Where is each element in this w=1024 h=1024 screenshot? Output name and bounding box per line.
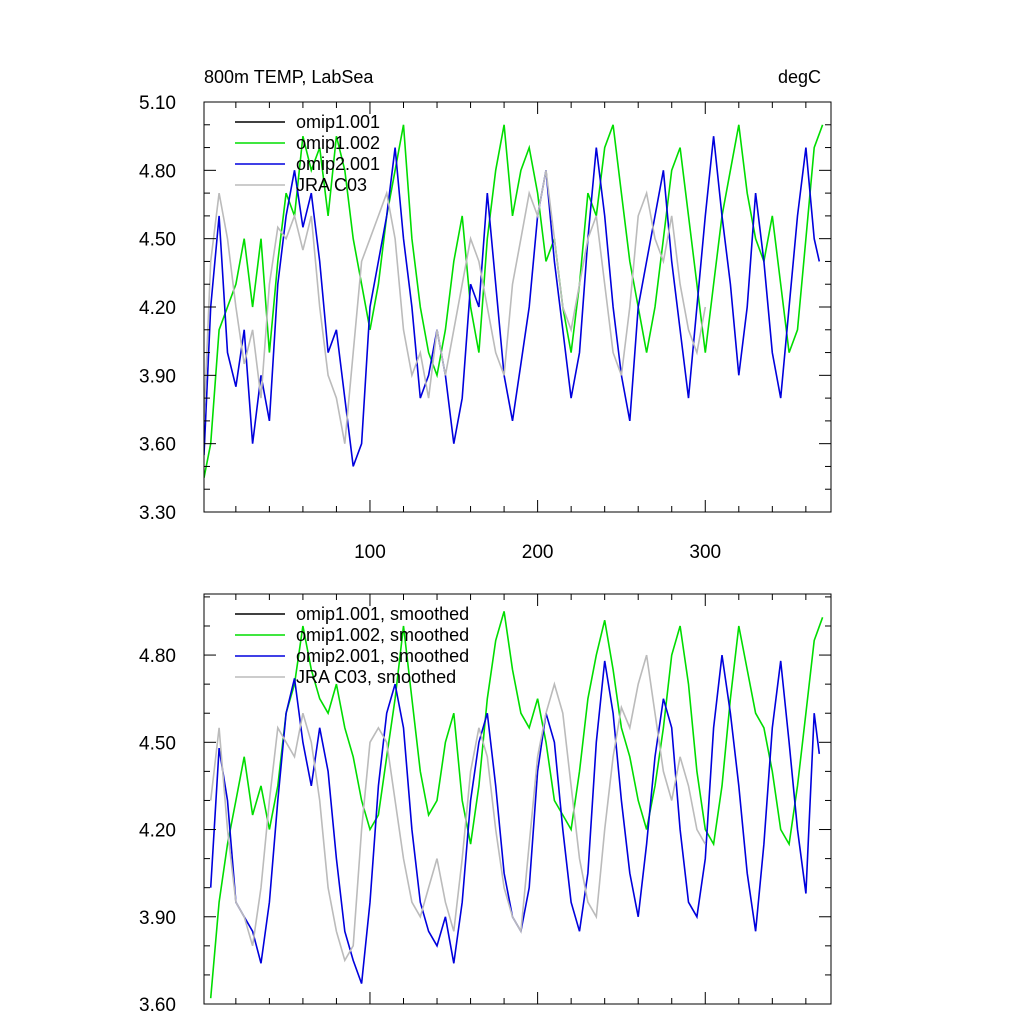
y-tick-label: 4.50 [139, 230, 176, 251]
legend-label: omip1.002, smoothed [296, 625, 469, 645]
series-line-2 [209, 654, 821, 984]
legend-label: omip2.001 [296, 154, 380, 174]
legend-label: omip2.001, smoothed [296, 646, 469, 666]
y-tick-label: 4.80 [139, 646, 176, 667]
y-tick-label: 4.20 [139, 821, 176, 842]
y-tick-label: 4.50 [139, 733, 176, 754]
series-line-3 [209, 654, 706, 963]
y-tick-label: 3.90 [139, 366, 176, 387]
series-line-1 [204, 124, 824, 478]
legend-label: omip1.002 [296, 133, 380, 153]
top-panel: 800m TEMP, LabSea degC 3.30 3.60 3.90 4.20 4… [139, 67, 832, 563]
y-tick-label: 4.80 [139, 161, 176, 182]
series-group [204, 124, 824, 478]
y-tick-label: 3.30 [139, 503, 176, 524]
y-tick-label: 3.60 [139, 995, 176, 1016]
plot-frame [203, 593, 832, 1005]
legend-label: JRA C03 [296, 175, 367, 195]
x-tick-label: 100 [354, 542, 386, 563]
series-group [209, 611, 824, 999]
x-tick-label: 300 [689, 542, 721, 563]
y-tick-label: 4.20 [139, 298, 176, 319]
series-line-1 [209, 611, 824, 999]
x-tick-label: 200 [522, 542, 554, 563]
series-line-3 [204, 170, 707, 444]
top-title-right: degC [778, 67, 821, 87]
y-tick-label: 3.60 [139, 435, 176, 456]
y-tick-label: 3.90 [139, 908, 176, 929]
top-title-left: 800m TEMP, LabSea [204, 67, 374, 87]
legend-label: JRA C03, smoothed [296, 667, 456, 687]
legend-label: omip1.001, smoothed [296, 604, 469, 624]
legend-label: omip1.001 [296, 112, 380, 132]
series-line-2 [204, 136, 821, 467]
y-tick-label: 5.10 [139, 93, 176, 114]
